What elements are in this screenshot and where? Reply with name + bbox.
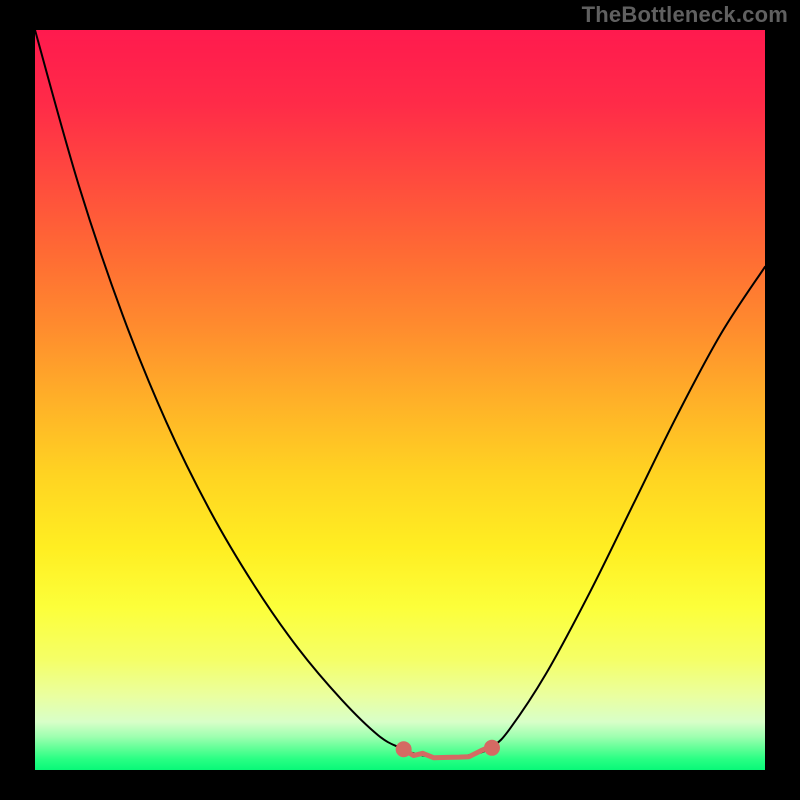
highlight-marker-right [484,740,500,756]
plot-background [35,30,765,770]
bottleneck-chart [0,0,800,800]
highlight-marker-left [396,741,412,757]
chart-frame: TheBottleneck.com [0,0,800,800]
